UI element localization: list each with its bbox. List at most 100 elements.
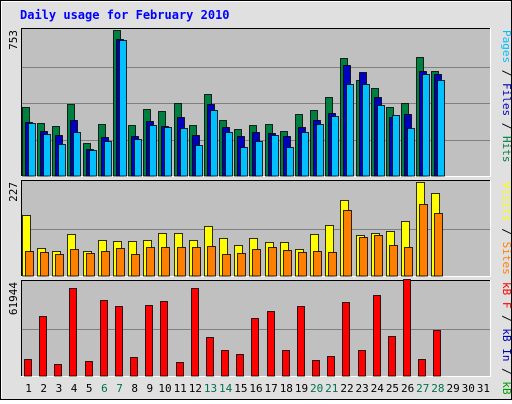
panel-top: 753 Pages / Files / Hits <box>7 28 512 177</box>
day-label-9: 9 <box>147 382 154 395</box>
series-pages <box>28 40 445 177</box>
axis-label-part: Files <box>500 83 512 116</box>
bar-pages-day-4 <box>73 132 81 177</box>
panel-middle: 227 Visits / Sites <box>7 180 512 277</box>
panel-middle-axis-label: Visits / Sites <box>500 182 512 275</box>
day-label-26: 26 <box>401 382 414 395</box>
bar-sites-day-18 <box>283 250 292 277</box>
bar-kb-f-day-7 <box>115 306 123 377</box>
axis-label-part: kB Out <box>500 381 512 400</box>
axis-label-part: Visits <box>500 182 512 222</box>
bar-sites-day-10 <box>161 247 170 277</box>
panel-bottom-max-label: 61944 <box>7 282 20 315</box>
day-label-15: 15 <box>234 382 247 395</box>
series-kb-f <box>24 279 441 377</box>
bar-kb-f-day-26 <box>403 279 411 377</box>
day-label-19: 19 <box>295 382 308 395</box>
axis-label-part: / <box>500 362 512 382</box>
bar-pages-day-18 <box>286 147 294 177</box>
axis-label-part: kB In <box>500 328 512 361</box>
day-label-4: 4 <box>71 382 78 395</box>
day-label-11: 11 <box>174 382 187 395</box>
bar-pages-day-10 <box>164 127 172 177</box>
bar-sites-day-14 <box>222 254 231 277</box>
bar-kb-f-day-11 <box>176 362 184 377</box>
axis-label-part: / <box>500 116 512 136</box>
day-label-29: 29 <box>446 382 459 395</box>
day-label-8: 8 <box>131 382 138 395</box>
bar-kb-f-day-5 <box>85 361 93 377</box>
bar-sites-day-7 <box>116 248 125 277</box>
bar-pages-day-21 <box>331 116 339 177</box>
bar-sites-day-15 <box>237 253 246 277</box>
axis-label-part: / <box>500 222 512 242</box>
day-label-12: 12 <box>189 382 202 395</box>
bar-pages-day-6 <box>104 141 112 177</box>
bar-kb-f-day-28 <box>433 330 441 377</box>
day-label-31: 31 <box>477 382 490 395</box>
bar-kb-f-day-27 <box>418 359 426 377</box>
bar-sites-day-21 <box>328 252 337 277</box>
panel-top-max-label: 753 <box>7 30 20 50</box>
bar-pages-day-23 <box>362 84 370 177</box>
day-label-14: 14 <box>219 382 233 395</box>
bar-kb-f-day-21 <box>327 356 335 377</box>
bar-kb-f-day-12 <box>191 288 199 377</box>
bar-pages-day-2 <box>43 134 51 177</box>
bar-pages-day-26 <box>407 128 415 177</box>
panel-middle-max-label: 227 <box>7 182 20 202</box>
bar-sites-day-19 <box>298 252 307 277</box>
bar-kb-f-day-1 <box>24 359 32 377</box>
bar-sites-day-26 <box>404 247 413 277</box>
axis-label-part: Sites <box>500 242 512 275</box>
bar-pages-day-17 <box>271 135 279 177</box>
bar-pages-day-12 <box>195 145 203 177</box>
bar-kb-f-day-2 <box>39 316 47 377</box>
bar-sites-day-12 <box>192 247 201 277</box>
bar-pages-day-16 <box>255 141 263 177</box>
bar-sites-day-28 <box>434 213 443 277</box>
bar-sites-day-23 <box>359 237 368 277</box>
day-label-5: 5 <box>86 382 93 395</box>
day-label-3: 3 <box>56 382 63 395</box>
bar-kb-f-day-22 <box>342 302 350 377</box>
bar-sites-day-6 <box>101 251 110 277</box>
bar-kb-f-day-15 <box>236 354 244 377</box>
bar-pages-day-8 <box>134 139 142 177</box>
bar-sites-day-20 <box>313 251 322 277</box>
day-label-23: 23 <box>356 382 369 395</box>
bar-sites-day-17 <box>268 247 277 277</box>
panel-bottom-axis-label: kB F / kB In / kB Out <box>500 282 512 400</box>
bar-sites-day-8 <box>131 254 140 277</box>
axis-label-part: / <box>500 63 512 83</box>
bar-pages-day-25 <box>392 115 400 177</box>
bar-kb-f-day-6 <box>100 300 108 377</box>
bar-pages-day-27 <box>422 74 430 177</box>
day-label-6: 6 <box>101 382 108 395</box>
axis-label-part: / <box>500 309 512 329</box>
bar-kb-f-day-23 <box>358 350 366 377</box>
bar-sites-day-4 <box>70 249 79 277</box>
series-sites <box>25 204 443 277</box>
bar-pages-day-24 <box>377 105 385 177</box>
bar-pages-day-19 <box>301 132 309 177</box>
bar-pages-day-9 <box>149 125 157 177</box>
bar-sites-day-13 <box>207 246 216 277</box>
bar-sites-day-9 <box>146 247 155 277</box>
day-label-7: 7 <box>116 382 123 395</box>
bar-pages-day-22 <box>346 84 354 177</box>
day-label-28: 28 <box>431 382 444 395</box>
day-label-22: 22 <box>340 382 353 395</box>
day-label-27: 27 <box>416 382 429 395</box>
bar-pages-day-15 <box>240 147 248 177</box>
bar-pages-day-5 <box>89 150 97 177</box>
day-label-30: 30 <box>462 382 475 395</box>
day-label-13: 13 <box>204 382 217 395</box>
day-label-21: 21 <box>325 382 338 395</box>
bar-kb-f-day-9 <box>145 305 153 377</box>
bar-kb-f-day-16 <box>251 318 259 377</box>
axis-label-part: Hits <box>500 136 512 163</box>
